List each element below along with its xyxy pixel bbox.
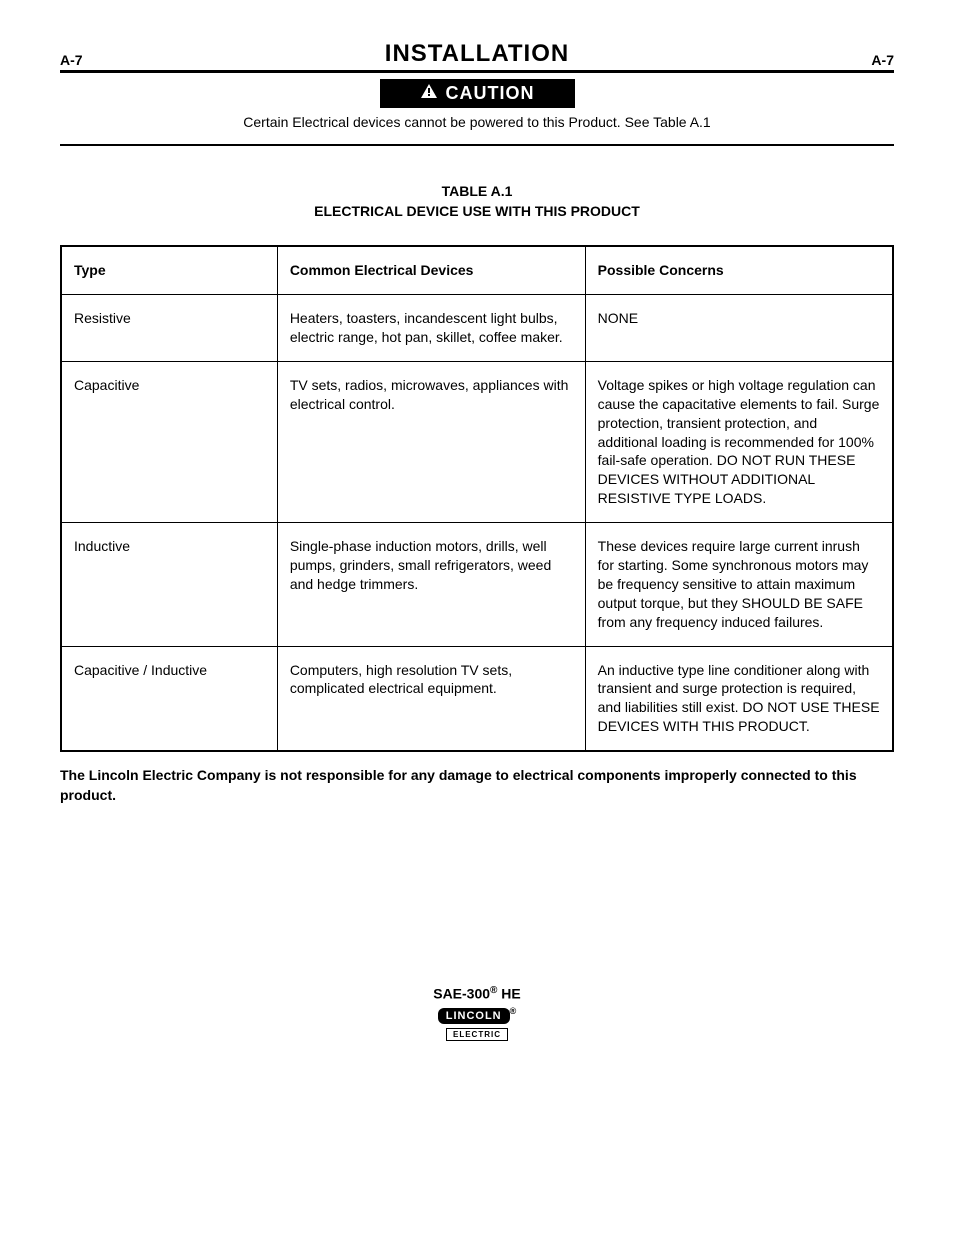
logo-bottom: ELECTRIC — [446, 1028, 508, 1041]
caution-text: Certain Electrical devices cannot be pow… — [60, 114, 894, 146]
product-name: SAE-300® HE — [60, 985, 894, 1002]
cell-concerns: An inductive type line conditioner along… — [585, 646, 893, 751]
col-header-devices: Common Electrical Devices — [277, 246, 585, 294]
page-ref-right: A-7 — [871, 52, 894, 68]
page-footer: SAE-300® HE LINCOLN® ELECTRIC — [60, 985, 894, 1041]
cell-type: Capacitive / Inductive — [61, 646, 277, 751]
cell-concerns: Voltage spikes or high voltage regulatio… — [585, 361, 893, 522]
table-header-row: Type Common Electrical Devices Possible … — [61, 246, 893, 294]
section-title: INSTALLATION — [385, 40, 569, 68]
lincoln-logo: LINCOLN® ELECTRIC — [438, 1006, 517, 1041]
table-row: Capacitive / Inductive Computers, high r… — [61, 646, 893, 751]
page-header: A-7 INSTALLATION A-7 — [60, 40, 894, 73]
cell-devices: TV sets, radios, microwaves, appliances … — [277, 361, 585, 522]
product-base: SAE-300 — [433, 986, 490, 1002]
table-row: Inductive Single-phase induction motors,… — [61, 523, 893, 646]
cell-devices: Computers, high resolution TV sets, comp… — [277, 646, 585, 751]
cell-type: Inductive — [61, 523, 277, 646]
product-suffix: HE — [497, 986, 520, 1002]
caution-label: CAUTION — [446, 83, 535, 104]
col-header-type: Type — [61, 246, 277, 294]
cell-type: Resistive — [61, 295, 277, 362]
table-row: Capacitive TV sets, radios, microwaves, … — [61, 361, 893, 522]
table-row: Resistive Heaters, toasters, incandescen… — [61, 295, 893, 362]
table-title-line1: TABLE A.1 — [60, 182, 894, 202]
logo-top: LINCOLN — [438, 1008, 510, 1024]
cell-concerns: NONE — [585, 295, 893, 362]
cell-type: Capacitive — [61, 361, 277, 522]
disclaimer: The Lincoln Electric Company is not resp… — [60, 766, 894, 805]
device-table: Type Common Electrical Devices Possible … — [60, 245, 894, 752]
cell-devices: Single-phase induction motors, drills, w… — [277, 523, 585, 646]
cell-devices: Heaters, toasters, incandescent light bu… — [277, 295, 585, 362]
page-ref-left: A-7 — [60, 52, 83, 68]
table-title-line2: ELECTRICAL DEVICE USE WITH THIS PRODUCT — [60, 202, 894, 222]
table-title: TABLE A.1 ELECTRICAL DEVICE USE WITH THI… — [60, 182, 894, 221]
col-header-concerns: Possible Concerns — [585, 246, 893, 294]
logo-reg-icon: ® — [510, 1006, 517, 1016]
caution-banner: CAUTION — [380, 79, 575, 108]
cell-concerns: These devices require large current inru… — [585, 523, 893, 646]
caution-wrap: CAUTION — [60, 73, 894, 108]
warning-triangle-icon — [420, 83, 438, 104]
